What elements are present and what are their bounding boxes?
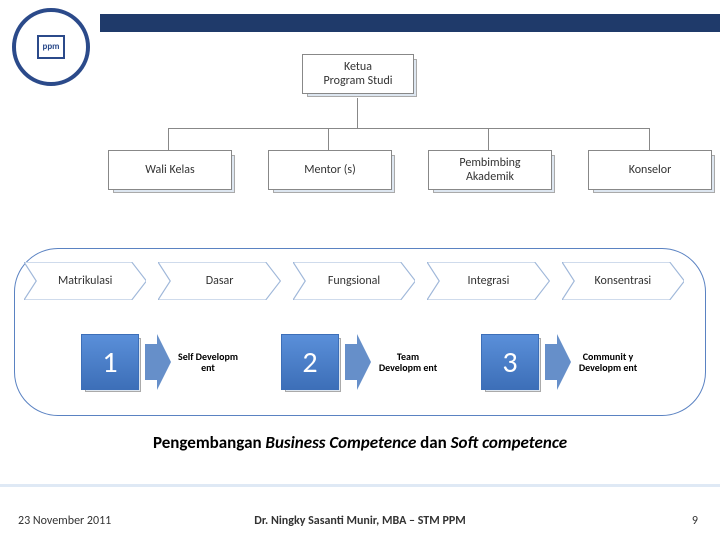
phase-chevron: Konsentrasi: [562, 262, 684, 300]
org-child-label: Konselor: [629, 163, 672, 177]
development-number: 1: [81, 334, 139, 390]
arrow-icon: [345, 334, 371, 390]
phase-label: Integrasi: [467, 274, 509, 288]
org-child: Wali Kelas: [108, 150, 232, 190]
org-connector: [328, 128, 329, 150]
phase-chevron: Fungsional: [293, 262, 415, 300]
org-root-label: KetuaProgram Studi: [323, 60, 392, 89]
arrow-icon: [545, 334, 571, 390]
org-child: PembimbingAkademik: [428, 150, 552, 190]
phase-chevron: Dasar: [158, 262, 280, 300]
summary-text: Pengembangan Business Competence dan Sof…: [0, 432, 720, 453]
org-connector: [488, 128, 489, 150]
org-connector: [357, 98, 358, 128]
footer-date: 23 November 2011: [18, 514, 111, 528]
org-child: Konselor: [588, 150, 712, 190]
org-root: KetuaProgram Studi: [302, 54, 414, 94]
org-child-label: Wali Kelas: [145, 163, 194, 177]
arrow-icon: [145, 334, 171, 390]
phase-label: Dasar: [206, 274, 234, 288]
org-child: Mentor (s): [268, 150, 392, 190]
institution-logo: ppm: [12, 8, 90, 86]
org-connector: [649, 128, 650, 150]
development-item: 2 Team Developm ent: [281, 334, 439, 390]
org-connector: [168, 128, 650, 129]
org-connector: [168, 128, 169, 150]
development-row: 1 Self Developm ent 2 Team Developm ent …: [60, 334, 660, 390]
top-bar: [100, 14, 720, 32]
development-label: Communit y Developm ent: [577, 351, 639, 373]
footer-rule: [0, 484, 720, 487]
development-number: 3: [481, 334, 539, 390]
org-child-label: Mentor (s): [304, 163, 356, 177]
development-item: 3 Communit y Developm ent: [481, 334, 639, 390]
phase-label: Konsentrasi: [594, 274, 651, 288]
phase-label: Fungsional: [328, 274, 380, 288]
development-number: 2: [281, 334, 339, 390]
phase-label: Matrikulasi: [58, 274, 112, 288]
footer-page-number: 9: [692, 514, 698, 528]
development-item: 1 Self Developm ent: [81, 334, 239, 390]
phase-row: Matrikulasi Dasar Fungsional Integrasi K…: [24, 262, 696, 302]
org-child-label: PembimbingAkademik: [459, 156, 520, 185]
footer: 23 November 2011 Dr. Ningky Sasanti Muni…: [0, 514, 720, 528]
development-label: Team Developm ent: [377, 351, 439, 373]
phase-chevron: Integrasi: [427, 262, 549, 300]
phase-chevron: Matrikulasi: [24, 262, 146, 300]
development-label: Self Developm ent: [177, 351, 239, 373]
